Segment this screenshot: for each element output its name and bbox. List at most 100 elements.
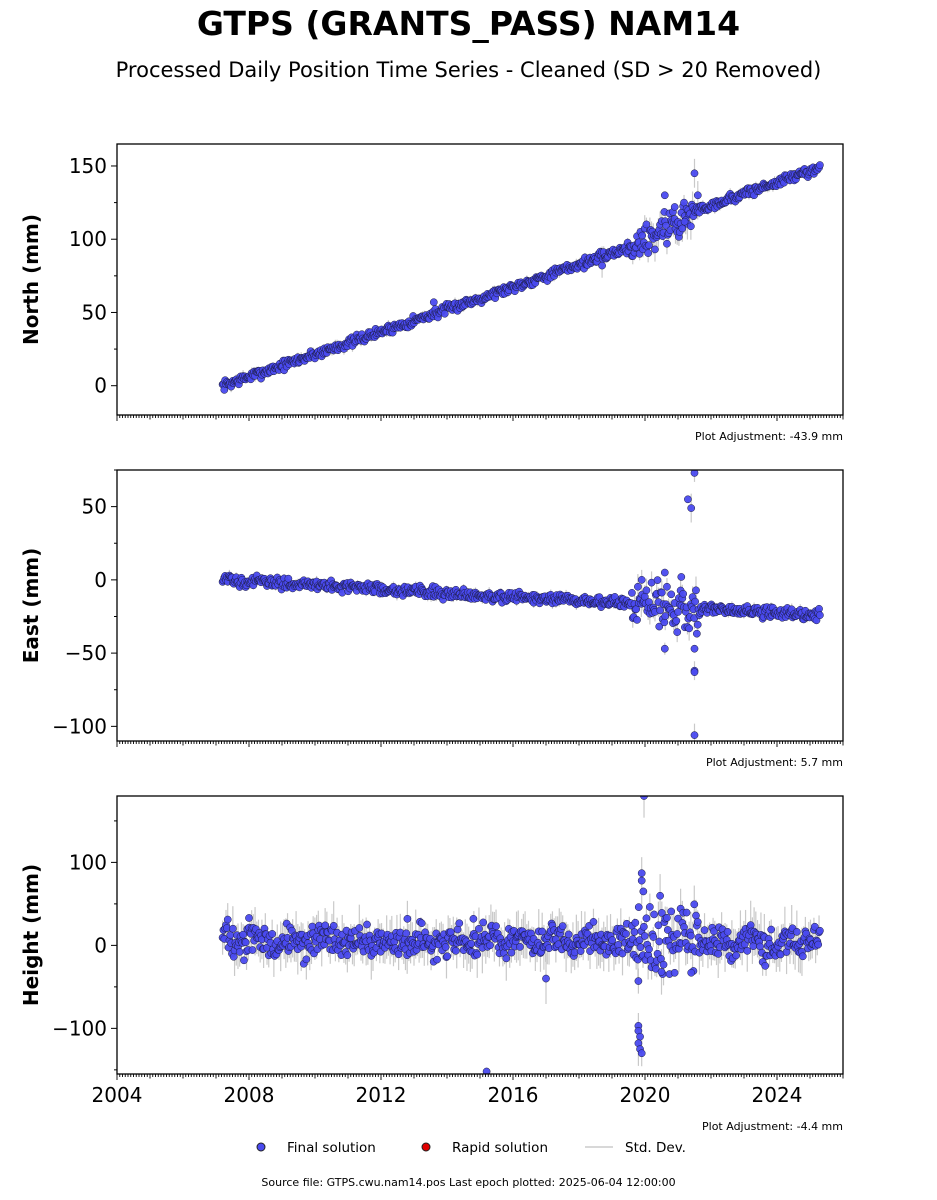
height-x-tick-label: 2008 <box>224 1083 275 1107</box>
height-data-point <box>646 903 654 911</box>
north-y-tick-label: 150 <box>69 154 107 178</box>
height-data-point <box>670 968 679 977</box>
height-data-point <box>710 927 718 936</box>
height-data-point <box>692 911 700 920</box>
north-data-point <box>440 309 449 318</box>
east-data-point <box>690 731 699 739</box>
height-data-point <box>433 955 441 964</box>
legend-marker-final <box>256 1142 266 1152</box>
north-data-point <box>429 298 438 307</box>
height-data-point <box>245 914 253 922</box>
height-data-point <box>690 900 699 909</box>
height-data-point <box>637 869 646 878</box>
height-data-point <box>649 933 658 941</box>
height-data-point <box>516 943 524 951</box>
height-data-point <box>654 921 663 930</box>
height-x-tick-label: 2004 <box>92 1083 143 1107</box>
height-data-point <box>640 932 649 940</box>
height-data-point <box>687 931 695 940</box>
legend-label-stddev: Std. Dev. <box>625 1140 686 1156</box>
height-data-point <box>792 928 801 936</box>
north-data-point <box>645 241 653 250</box>
height-data-point <box>637 876 646 885</box>
east-data-point <box>679 589 688 598</box>
height-data-point <box>403 914 412 923</box>
east-data-point <box>690 470 699 477</box>
height-data-point <box>343 951 352 960</box>
height-data-point <box>479 918 488 927</box>
height-data-point <box>636 943 645 952</box>
height-data-point <box>618 949 627 958</box>
east-data-point <box>677 573 686 581</box>
north-y-axis-label: North (mm) <box>19 214 43 345</box>
height-data-point <box>798 952 807 961</box>
east-data-point <box>690 644 699 653</box>
east-data-point <box>816 611 824 620</box>
height-data-point <box>634 903 643 911</box>
height-y-tick-label: −100 <box>52 1016 107 1040</box>
height-data-point <box>268 930 277 938</box>
east-data-point <box>663 582 671 591</box>
height-y-tick-label: 100 <box>69 850 107 874</box>
height-y-axis-label: Height (mm) <box>19 864 43 1006</box>
north-data-point <box>670 203 679 211</box>
height-data-point <box>631 918 640 927</box>
east-data-point <box>642 586 651 595</box>
height-data-point <box>761 962 770 970</box>
legend-label-final: Final solution <box>287 1140 376 1156</box>
height-data-point <box>241 938 250 947</box>
height-data-point <box>455 919 464 928</box>
height-data-point <box>656 891 664 900</box>
east-data-point <box>685 624 694 633</box>
height-data-point <box>329 921 338 930</box>
height-data-point <box>640 922 648 931</box>
height-data-point <box>226 931 235 939</box>
east-data-point <box>692 586 700 595</box>
north-data-point <box>678 224 687 233</box>
height-data-point <box>714 950 723 958</box>
height-data-point <box>663 913 671 922</box>
north-data-point <box>651 245 659 254</box>
north-data-point <box>687 222 695 231</box>
height-data-point <box>642 914 651 923</box>
height-data-point <box>564 930 573 939</box>
height-data-point <box>469 914 478 923</box>
height-data-point <box>639 887 648 896</box>
east-y-tick-label: −50 <box>65 641 107 665</box>
height-data-point <box>645 945 653 954</box>
height-x-tick-label: 2016 <box>488 1083 539 1107</box>
east-data-point <box>684 495 692 504</box>
height-data-point <box>223 915 232 924</box>
height-data-point <box>693 918 702 926</box>
height-data-point <box>417 919 426 928</box>
height-plot-area <box>218 796 824 1074</box>
east-data-point <box>633 616 641 624</box>
height-data-point <box>657 968 666 976</box>
height-data-point <box>700 926 709 934</box>
height-data-point <box>452 946 460 955</box>
east-data-point <box>815 604 823 613</box>
north-y-tick-label: 100 <box>69 227 107 251</box>
height-data-point <box>814 940 823 949</box>
height-panel: Plot Adjustment: -4.4 mm −100 0 100 2004 200… <box>19 795 844 1133</box>
north-data-point <box>693 191 702 200</box>
east-data-point <box>637 576 646 584</box>
north-y-tick-label: 0 <box>94 374 107 398</box>
east-y-tick-label: −100 <box>52 714 107 738</box>
north-data-point <box>680 217 689 226</box>
north-data-point <box>598 261 606 270</box>
north-data-point <box>660 191 669 200</box>
height-data-point <box>492 922 500 931</box>
height-data-point <box>622 929 630 938</box>
north-axes-frame <box>116 143 844 416</box>
east-data-point <box>674 608 682 616</box>
east-data-point <box>673 628 682 636</box>
east-data-point <box>660 644 669 653</box>
height-data-point <box>248 946 257 954</box>
east-data-point <box>660 568 669 577</box>
east-data-point <box>687 504 696 512</box>
height-data-point <box>655 937 664 946</box>
height-data-point <box>558 922 567 930</box>
height-data-point <box>636 1032 644 1041</box>
